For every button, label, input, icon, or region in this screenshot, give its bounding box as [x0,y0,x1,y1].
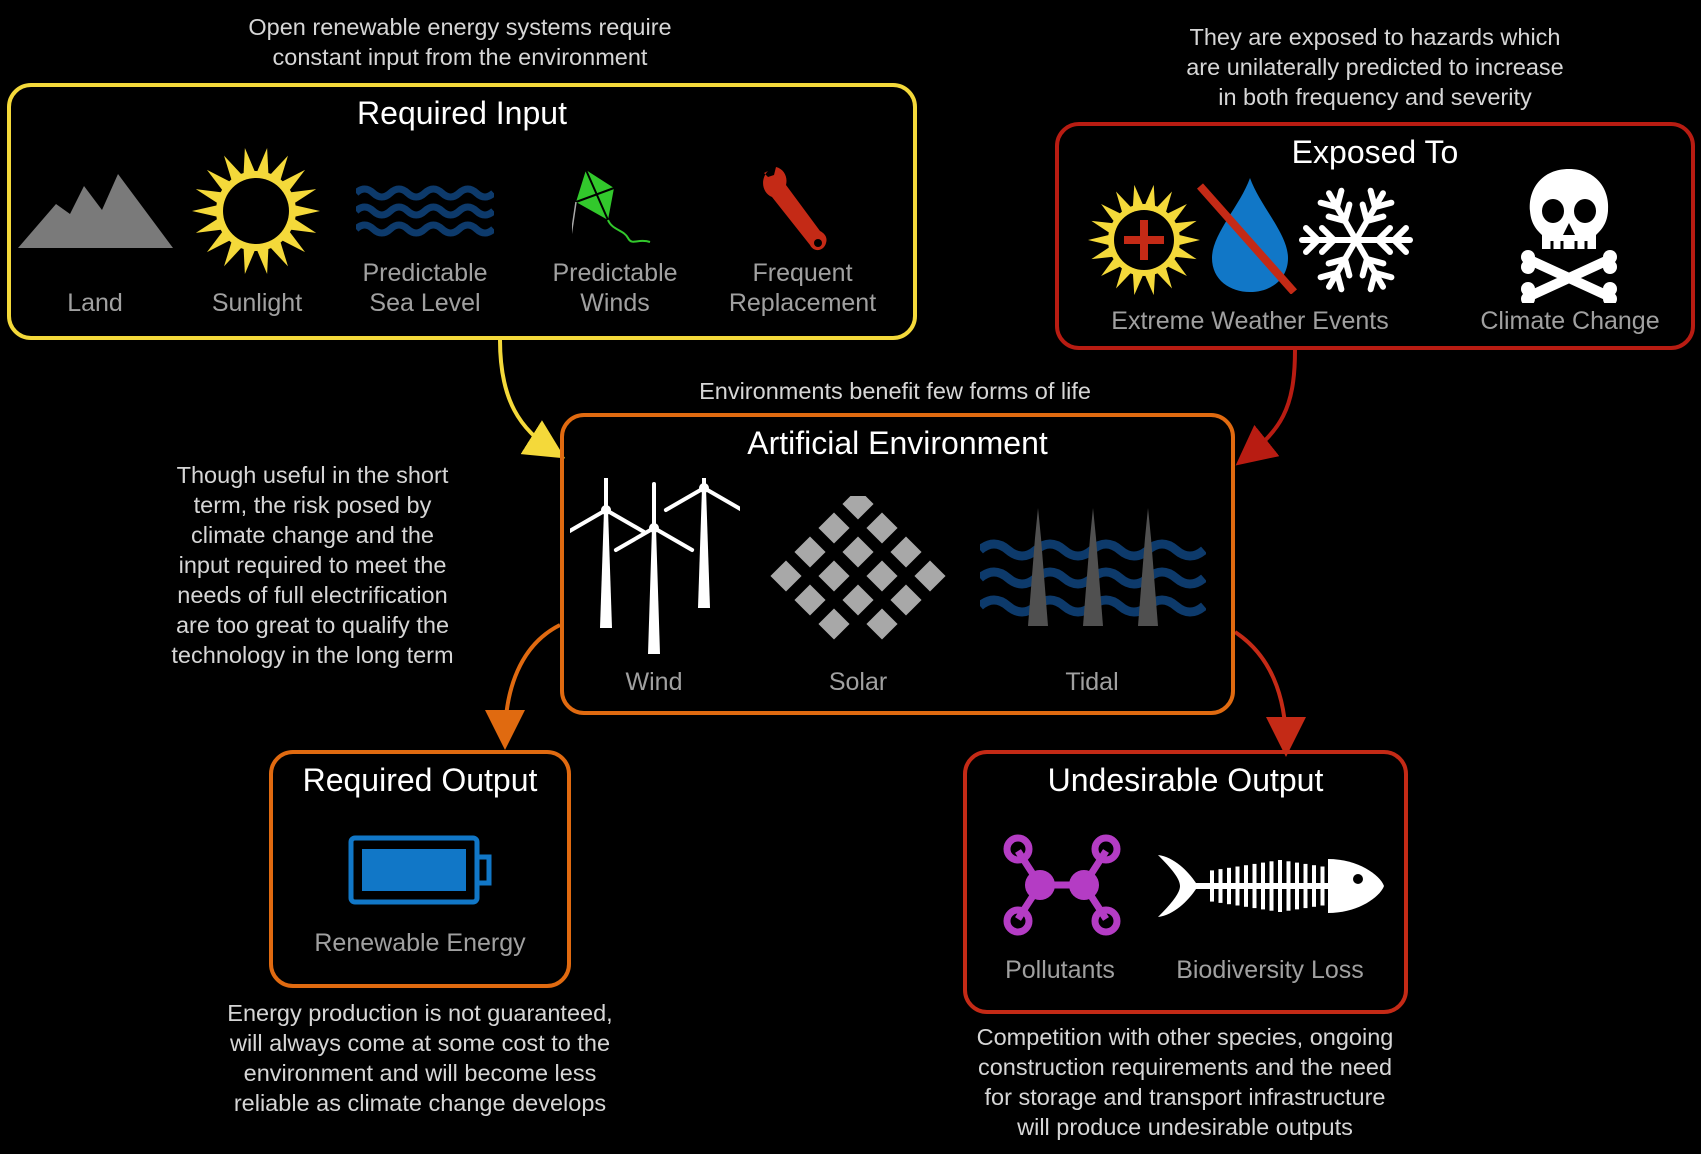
label-renewable-energy: Renewable Energy [314,929,526,957]
note-artificial-environment: Environments benefit few forms of life [699,378,1091,404]
skull-crossbones-icon [1521,169,1617,303]
undesirable-output-box: Undesirable Output [963,750,1408,1014]
arrow-exposed-to-environment [1235,349,1297,466]
mountain-icon [18,174,173,248]
label-solar: Solar [828,668,888,696]
note-required-output: Energy production is not guaranteed, wil… [227,1000,613,1116]
note-exposed-to: They are exposed to hazards which are un… [1186,24,1564,110]
kite-icon [572,169,651,243]
label-frequent-replacement: Frequent Replacement [728,259,877,317]
molecule-icon [1003,834,1121,936]
label-climate-change: Climate Change [1480,307,1660,335]
label-tidal: Tidal [1065,668,1119,696]
note-required-input: Open renewable energy systems require co… [248,14,672,70]
label-sunlight: Sunlight [211,289,303,317]
arrow-environment-to-required-output [485,623,561,750]
required-output-box: Required Output [269,750,571,988]
label-wind: Wind [625,668,683,696]
hot-sun-icon [1088,184,1200,296]
no-water-icon [1197,178,1297,294]
label-biodiversity-loss: Biodiversity Loss [1176,956,1364,984]
wrench-icon [763,167,827,251]
fish-skeleton-icon [1158,855,1384,917]
wind-turbines-icon [570,478,740,654]
label-predictable-sea-level: Predictable Sea Level [362,259,488,317]
artificial-environment-box: Artificial Environment [560,413,1235,715]
exposed-to-title: Exposed To [1291,134,1459,170]
snowflake-icon [1299,187,1413,293]
label-extreme-weather-events: Extreme Weather Events [1111,307,1389,335]
exposed-to-box: Exposed To [1055,122,1695,350]
undesirable-output-title: Undesirable Output [1047,762,1324,798]
battery-icon [348,835,492,905]
label-pollutants: Pollutants [1005,956,1115,984]
waves-icon [356,185,494,237]
required-output-title: Required Output [302,762,538,798]
tidal-icon [980,508,1206,626]
required-input-title: Required Input [357,95,567,131]
note-long-term-risk: Though useful in the short term, the ris… [171,462,454,668]
required-input-box: Required Input [7,83,917,340]
solar-panels-icon [770,496,946,640]
arrow-input-to-environment [498,339,566,459]
arrow-environment-to-undesirable-output [1233,630,1306,757]
label-predictable-winds: Predictable Winds [552,259,678,317]
label-land: Land [67,289,123,317]
sun-icon [192,147,320,275]
note-undesirable-output: Competition with other species, ongoing … [976,1024,1394,1140]
artificial-environment-title: Artificial Environment [747,425,1048,461]
